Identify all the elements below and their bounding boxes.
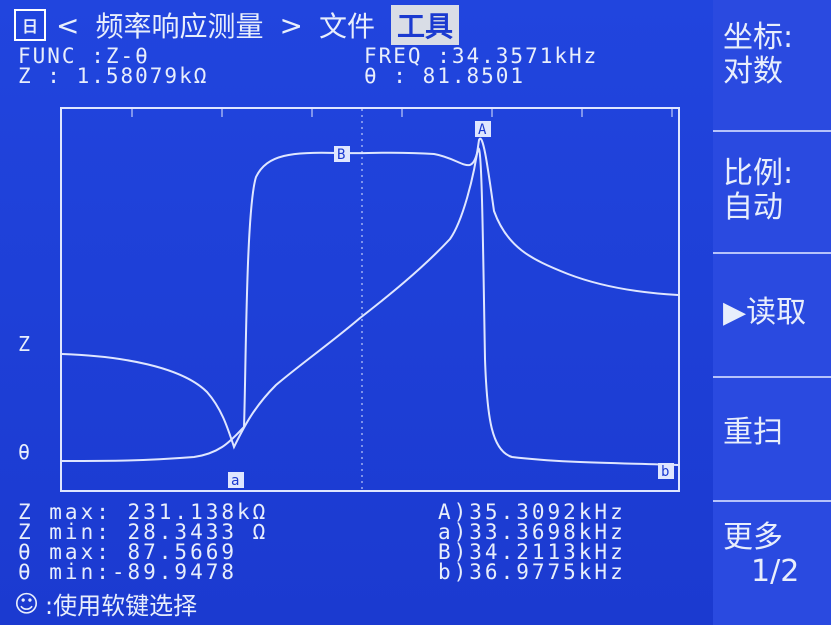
func-label: FUNC :Z-θ bbox=[18, 44, 150, 68]
marker-B: B bbox=[337, 147, 345, 163]
marker-A-box bbox=[475, 121, 491, 137]
z-min: Z min: 28.3433 Ω bbox=[18, 520, 269, 544]
softkey-divider bbox=[713, 130, 831, 132]
z-value: Z : 1.58079kΩ bbox=[18, 64, 209, 88]
stats-panel: Z max: 231.138kΩ A)35.3092kHz Z min: 28.… bbox=[18, 500, 626, 584]
softkey-label: ▶读取 bbox=[723, 295, 807, 330]
frequency-plot: B A a b bbox=[60, 107, 680, 492]
softkey-label: 坐标: bbox=[723, 20, 794, 55]
menu-file[interactable]: 文件 bbox=[318, 10, 375, 43]
marker-b: b bbox=[661, 464, 669, 480]
marker-B-box bbox=[334, 146, 350, 162]
prev-nav[interactable]: < bbox=[56, 8, 80, 42]
logo-icon: 日 bbox=[14, 9, 46, 41]
marker-b-freq: b)36.9775kHz bbox=[438, 560, 626, 584]
marker-a-box bbox=[228, 472, 244, 488]
theta-value: θ : 81.8501 bbox=[364, 64, 526, 88]
softkey-label: 比例: bbox=[723, 156, 794, 191]
theta-axis-label: θ bbox=[18, 440, 31, 464]
footer-text: :使用软键选择 bbox=[45, 592, 198, 620]
status-panel: FUNC :Z-θ FREQ :34.3571kHz Z : 1.58079kΩ… bbox=[18, 44, 599, 88]
next-nav[interactable]: > bbox=[279, 8, 303, 42]
softkey-page: 1/2 bbox=[751, 554, 800, 589]
z-axis-label: Z bbox=[18, 332, 31, 356]
theta-min: θ min:-89.9478 bbox=[18, 560, 238, 584]
softkey-panel: 坐标: 对数 比例: 自动 ▶读取 重扫 更多 1/2 bbox=[713, 0, 831, 625]
marker-B-freq: B)34.2113kHz bbox=[438, 540, 626, 564]
menu-bar: 日 < 频率响应测量 > 文件 工具 bbox=[14, 5, 459, 45]
softkey-divider bbox=[713, 500, 831, 502]
softkey-divider bbox=[713, 252, 831, 254]
plot-svg: B A a b bbox=[61, 109, 679, 490]
z-max: Z max: 231.138kΩ bbox=[18, 500, 269, 524]
marker-a-freq: a)33.3698kHz bbox=[438, 520, 626, 544]
softkey-divider bbox=[713, 376, 831, 378]
footer-hint: ☺ :使用软键选择 bbox=[14, 586, 197, 621]
softkey-value: 自动 bbox=[723, 190, 783, 225]
softkey-value: 对数 bbox=[723, 54, 783, 89]
softkey-coordinates[interactable]: 坐标: 对数 bbox=[713, 0, 831, 110]
page-title: 频率响应测量 bbox=[95, 10, 264, 43]
softkey-rescan[interactable]: 重扫 bbox=[713, 378, 831, 488]
marker-b-box bbox=[658, 463, 674, 479]
marker-A: A bbox=[478, 122, 487, 138]
softkey-read[interactable]: ▶读取 bbox=[713, 258, 831, 368]
softkey-label: 重扫 bbox=[723, 415, 783, 450]
impedance-curve bbox=[61, 137, 679, 450]
softkey-scale[interactable]: 比例: 自动 bbox=[713, 136, 831, 246]
menu-tools[interactable]: 工具 bbox=[390, 5, 459, 45]
marker-A-freq: A)35.3092kHz bbox=[438, 500, 626, 524]
freq-label: FREQ :34.3571kHz bbox=[364, 44, 599, 68]
softkey-label: 更多 bbox=[723, 520, 783, 555]
smile-icon: ☺ bbox=[14, 589, 40, 618]
softkey-more[interactable]: 更多 1/2 bbox=[713, 500, 831, 610]
phase-curve bbox=[61, 147, 679, 466]
theta-max: θ max: 87.5669 bbox=[18, 540, 238, 564]
marker-a: a bbox=[231, 473, 239, 489]
